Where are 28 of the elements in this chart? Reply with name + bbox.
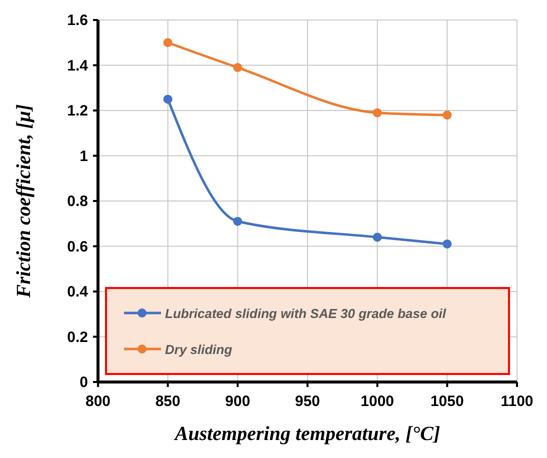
y-tick-label: 1.6 xyxy=(67,12,88,29)
y-tick-label: 1.4 xyxy=(67,57,89,74)
point xyxy=(372,108,382,118)
point xyxy=(372,232,382,242)
x-tick-label: 900 xyxy=(225,393,250,410)
x-axis-title: Austempering temperature, [°C] xyxy=(172,423,440,445)
point xyxy=(442,110,452,120)
point xyxy=(233,216,242,226)
x-tick-label: 850 xyxy=(155,393,180,410)
y-tick-label: 0.4 xyxy=(67,284,89,300)
point xyxy=(442,239,452,248)
x-tick-label: 950 xyxy=(294,393,320,410)
y-tick-label: 1.2 xyxy=(67,102,88,120)
x-tick-label: 1050 xyxy=(430,393,464,410)
point xyxy=(163,94,172,104)
legend-label: Dry sliding xyxy=(165,342,232,357)
legend-label: Lubricated sliding with SAE 30 grade base oil xyxy=(165,306,446,321)
y-tick-label: 0.6 xyxy=(67,238,88,256)
x-tick-label: 1000 xyxy=(360,393,394,410)
y-axis-title: Friction coefficient, [μ] xyxy=(13,104,35,299)
point xyxy=(163,38,172,48)
y-tick-label: 1 xyxy=(80,148,88,165)
y-tick-label: 0.2 xyxy=(67,328,88,346)
x-tick-label: 1100 xyxy=(500,393,534,410)
y-tick-label: 0.8 xyxy=(67,193,88,210)
y-tick-label: 0 xyxy=(80,374,88,391)
point xyxy=(233,63,242,72)
x-tick-label: 800 xyxy=(85,393,111,410)
